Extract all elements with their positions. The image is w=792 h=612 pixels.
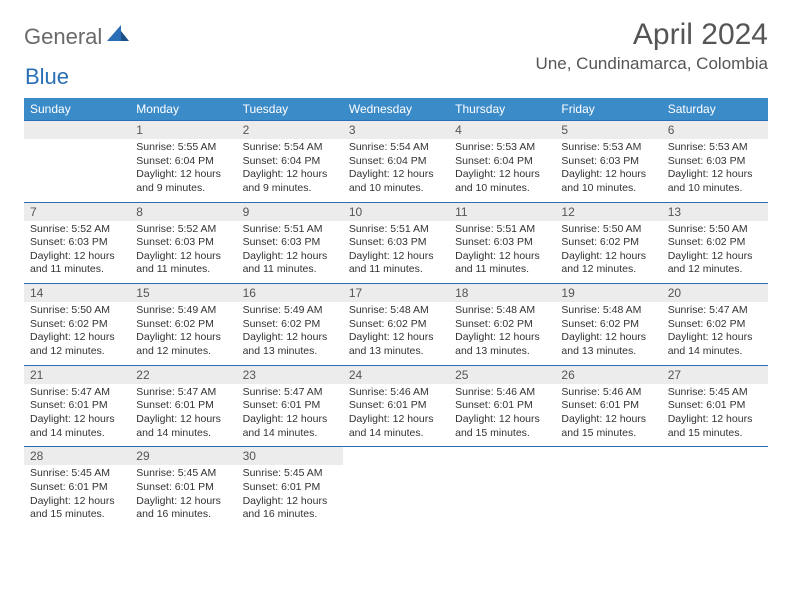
month-title: April 2024 [536, 18, 768, 52]
week-detail-row: Sunrise: 5:52 AMSunset: 6:03 PMDaylight:… [24, 221, 768, 284]
day-cell: Sunrise: 5:53 AMSunset: 6:03 PMDaylight:… [662, 139, 768, 202]
day-number: 1 [130, 121, 236, 140]
day-number: 17 [343, 284, 449, 303]
logo-text-blue: Blue [25, 64, 69, 90]
day-cell: Sunrise: 5:53 AMSunset: 6:04 PMDaylight:… [449, 139, 555, 202]
empty-day-number [343, 447, 449, 466]
day-number: 7 [24, 202, 130, 221]
day-number: 14 [24, 284, 130, 303]
week-detail-row: Sunrise: 5:45 AMSunset: 6:01 PMDaylight:… [24, 465, 768, 528]
day-cell: Sunrise: 5:50 AMSunset: 6:02 PMDaylight:… [662, 221, 768, 284]
day-cell: Sunrise: 5:51 AMSunset: 6:03 PMDaylight:… [449, 221, 555, 284]
logo: General [24, 24, 131, 50]
day-cell: Sunrise: 5:47 AMSunset: 6:02 PMDaylight:… [662, 302, 768, 365]
title-block: April 2024 Une, Cundinamarca, Colombia [536, 18, 768, 74]
empty-day-cell [555, 465, 661, 528]
day-cell: Sunrise: 5:48 AMSunset: 6:02 PMDaylight:… [449, 302, 555, 365]
day-number: 26 [555, 365, 661, 384]
day-number: 11 [449, 202, 555, 221]
day-cell: Sunrise: 5:46 AMSunset: 6:01 PMDaylight:… [343, 384, 449, 447]
empty-day-cell [449, 465, 555, 528]
day-number: 10 [343, 202, 449, 221]
day-cell: Sunrise: 5:45 AMSunset: 6:01 PMDaylight:… [24, 465, 130, 528]
day-number: 15 [130, 284, 236, 303]
empty-day-cell [662, 465, 768, 528]
day-number: 28 [24, 447, 130, 466]
week-num-row: 14151617181920 [24, 284, 768, 303]
day-cell: Sunrise: 5:45 AMSunset: 6:01 PMDaylight:… [237, 465, 343, 528]
day-number: 16 [237, 284, 343, 303]
day-number: 30 [237, 447, 343, 466]
empty-day-number [662, 447, 768, 466]
day-cell: Sunrise: 5:48 AMSunset: 6:02 PMDaylight:… [555, 302, 661, 365]
day-cell: Sunrise: 5:52 AMSunset: 6:03 PMDaylight:… [24, 221, 130, 284]
empty-day-number [449, 447, 555, 466]
day-cell: Sunrise: 5:49 AMSunset: 6:02 PMDaylight:… [130, 302, 236, 365]
day-number: 2 [237, 121, 343, 140]
day-cell: Sunrise: 5:46 AMSunset: 6:01 PMDaylight:… [449, 384, 555, 447]
day-header-row: SundayMondayTuesdayWednesdayThursdayFrid… [24, 98, 768, 121]
calendar-page: General April 2024 Une, Cundinamarca, Co… [0, 0, 792, 546]
calendar-body: 123456 Sunrise: 5:55 AMSunset: 6:04 PMDa… [24, 121, 768, 528]
day-number: 13 [662, 202, 768, 221]
day-cell: Sunrise: 5:49 AMSunset: 6:02 PMDaylight:… [237, 302, 343, 365]
day-cell: Sunrise: 5:50 AMSunset: 6:02 PMDaylight:… [555, 221, 661, 284]
day-cell: Sunrise: 5:46 AMSunset: 6:01 PMDaylight:… [555, 384, 661, 447]
day-number: 21 [24, 365, 130, 384]
location-text: Une, Cundinamarca, Colombia [536, 54, 768, 74]
day-number: 3 [343, 121, 449, 140]
day-number: 5 [555, 121, 661, 140]
day-number: 29 [130, 447, 236, 466]
day-number: 4 [449, 121, 555, 140]
day-number: 6 [662, 121, 768, 140]
day-number: 20 [662, 284, 768, 303]
day-header-saturday: Saturday [662, 98, 768, 121]
week-num-row: 78910111213 [24, 202, 768, 221]
week-num-row: 123456 [24, 121, 768, 140]
day-number: 24 [343, 365, 449, 384]
day-number: 8 [130, 202, 236, 221]
day-cell: Sunrise: 5:45 AMSunset: 6:01 PMDaylight:… [130, 465, 236, 528]
day-cell: Sunrise: 5:48 AMSunset: 6:02 PMDaylight:… [343, 302, 449, 365]
week-num-row: 21222324252627 [24, 365, 768, 384]
week-num-row: 282930 [24, 447, 768, 466]
day-header-thursday: Thursday [449, 98, 555, 121]
day-header-friday: Friday [555, 98, 661, 121]
week-detail-row: Sunrise: 5:55 AMSunset: 6:04 PMDaylight:… [24, 139, 768, 202]
empty-day-cell [343, 465, 449, 528]
day-cell: Sunrise: 5:45 AMSunset: 6:01 PMDaylight:… [662, 384, 768, 447]
day-cell: Sunrise: 5:54 AMSunset: 6:04 PMDaylight:… [343, 139, 449, 202]
day-number: 27 [662, 365, 768, 384]
day-number: 18 [449, 284, 555, 303]
day-cell: Sunrise: 5:47 AMSunset: 6:01 PMDaylight:… [24, 384, 130, 447]
day-cell: Sunrise: 5:53 AMSunset: 6:03 PMDaylight:… [555, 139, 661, 202]
day-cell: Sunrise: 5:50 AMSunset: 6:02 PMDaylight:… [24, 302, 130, 365]
week-detail-row: Sunrise: 5:50 AMSunset: 6:02 PMDaylight:… [24, 302, 768, 365]
logo-text-general: General [24, 24, 102, 50]
day-number: 19 [555, 284, 661, 303]
day-cell: Sunrise: 5:52 AMSunset: 6:03 PMDaylight:… [130, 221, 236, 284]
day-header-monday: Monday [130, 98, 236, 121]
day-number: 23 [237, 365, 343, 384]
day-cell: Sunrise: 5:51 AMSunset: 6:03 PMDaylight:… [343, 221, 449, 284]
day-number: 12 [555, 202, 661, 221]
day-header-wednesday: Wednesday [343, 98, 449, 121]
empty-day-number [24, 121, 130, 140]
day-cell: Sunrise: 5:51 AMSunset: 6:03 PMDaylight:… [237, 221, 343, 284]
day-cell: Sunrise: 5:54 AMSunset: 6:04 PMDaylight:… [237, 139, 343, 202]
day-number: 25 [449, 365, 555, 384]
logo-triangle-icon [107, 25, 129, 46]
day-header-sunday: Sunday [24, 98, 130, 121]
empty-day-cell [24, 139, 130, 202]
week-detail-row: Sunrise: 5:47 AMSunset: 6:01 PMDaylight:… [24, 384, 768, 447]
day-cell: Sunrise: 5:55 AMSunset: 6:04 PMDaylight:… [130, 139, 236, 202]
day-cell: Sunrise: 5:47 AMSunset: 6:01 PMDaylight:… [237, 384, 343, 447]
day-number: 9 [237, 202, 343, 221]
day-cell: Sunrise: 5:47 AMSunset: 6:01 PMDaylight:… [130, 384, 236, 447]
calendar-table: SundayMondayTuesdayWednesdayThursdayFrid… [24, 98, 768, 528]
empty-day-number [555, 447, 661, 466]
day-header-tuesday: Tuesday [237, 98, 343, 121]
day-number: 22 [130, 365, 236, 384]
